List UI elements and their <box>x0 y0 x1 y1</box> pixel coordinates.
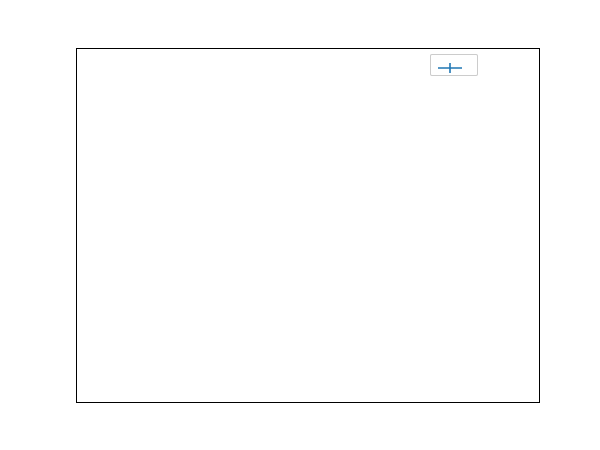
zero-reference-line <box>77 49 539 402</box>
legend[interactable] <box>430 54 478 76</box>
legend-swatch-ravg-opt <box>437 59 463 73</box>
plot-area <box>76 48 540 403</box>
